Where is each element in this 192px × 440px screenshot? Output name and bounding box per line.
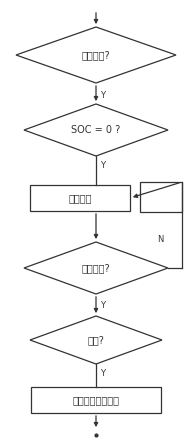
Text: Y: Y <box>100 370 105 378</box>
Bar <box>30 185 130 211</box>
Text: Y: Y <box>100 91 105 99</box>
Polygon shape <box>24 104 168 156</box>
Text: 充电状态?: 充电状态? <box>82 50 110 60</box>
Text: 标定新的可用容量: 标定新的可用容量 <box>73 395 119 405</box>
Bar <box>140 182 182 212</box>
Polygon shape <box>24 242 168 294</box>
Text: N: N <box>157 235 163 245</box>
Text: Y: Y <box>100 301 105 311</box>
Text: 满充?: 满充? <box>88 335 104 345</box>
Polygon shape <box>30 316 162 364</box>
Text: 电流积分: 电流积分 <box>68 193 92 203</box>
Text: 充电结束?: 充电结束? <box>82 263 110 273</box>
Polygon shape <box>16 27 176 83</box>
Text: SOC = 0 ?: SOC = 0 ? <box>71 125 121 135</box>
Text: Y: Y <box>100 161 105 169</box>
Bar <box>31 387 161 413</box>
